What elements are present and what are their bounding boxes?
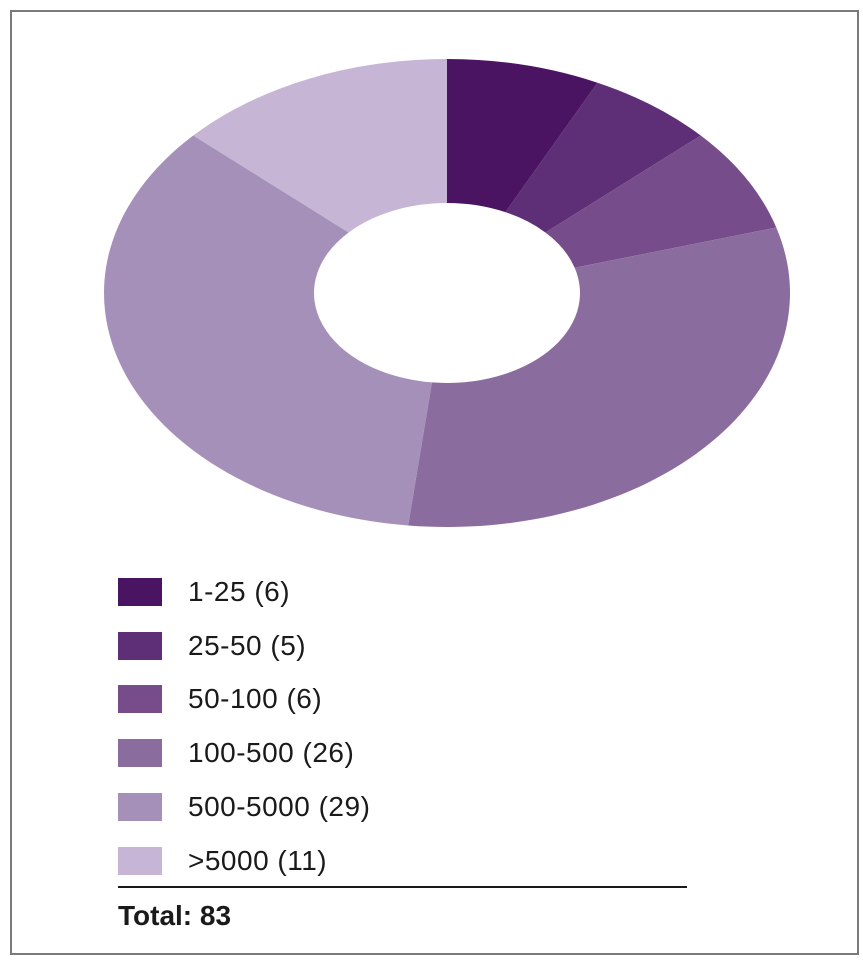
legend-label: 100-500 (26): [188, 737, 355, 769]
legend-swatch: [118, 577, 162, 606]
legend-swatch: [118, 631, 162, 660]
legend: 1-25 (6) 25-50 (5) 50-100 (6) 100-500 (26) 5…: [118, 565, 370, 888]
legend-item: 25-50 (5): [118, 619, 370, 673]
total-label: Total: 83: [118, 900, 232, 931]
legend-label: 50-100 (6): [188, 683, 323, 715]
donut-slice-100-500: [408, 227, 790, 527]
legend-swatch: [118, 793, 162, 822]
donut-slice-50-100: [545, 135, 777, 268]
donut-slice-25-50: [505, 82, 701, 233]
legend-item: >5000 (11): [118, 834, 370, 888]
legend-swatch: [118, 739, 162, 768]
legend-label: 1-25 (6): [188, 575, 291, 607]
legend-swatch: [118, 685, 162, 714]
legend-label: 500-5000 (29): [188, 791, 371, 823]
donut-slice-5000: [193, 59, 447, 233]
total-divider: [118, 886, 687, 888]
donut-slice-1-25: [447, 59, 598, 213]
legend-item: 50-100 (6): [118, 673, 370, 727]
legend-label: >5000 (11): [188, 844, 328, 876]
legend-item: 100-500 (26): [118, 726, 370, 780]
legend-label: 25-50 (5): [188, 629, 307, 661]
donut-slice-500-5000: [104, 135, 432, 526]
legend-item: 1-25 (6): [118, 565, 370, 619]
legend-item: 500-5000 (29): [118, 780, 370, 834]
legend-swatch: [118, 846, 162, 875]
